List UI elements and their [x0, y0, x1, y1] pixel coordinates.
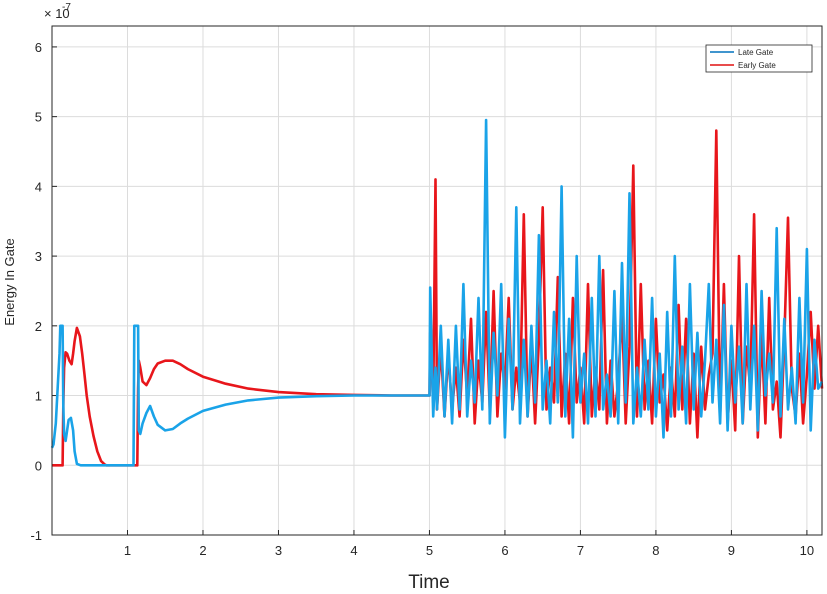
legend-label-early-gate: Early Gate — [738, 61, 776, 70]
x-tick-label: 10 — [800, 543, 814, 558]
y-tick-label: 3 — [35, 249, 42, 264]
legend-box — [705, 44, 813, 73]
y-tick-label: 0 — [35, 458, 42, 473]
y-tick-label: 6 — [35, 40, 42, 55]
x-tick-label: 8 — [652, 543, 659, 558]
x-tick-label: 7 — [577, 543, 584, 558]
y-tick-label: -1 — [30, 528, 42, 543]
y-tick-labels: -1 0 1 2 3 4 5 6 — [30, 40, 42, 543]
y-tick-label: 4 — [35, 179, 42, 194]
x-tick-label: 6 — [501, 543, 508, 558]
legend[interactable]: Late Gate Early Gate — [705, 44, 813, 73]
legend-label-late-gate: Late Gate — [738, 48, 774, 57]
x-tick-label: 3 — [275, 543, 282, 558]
x-axis-label: Time — [408, 572, 450, 593]
y-tick-label: 1 — [35, 389, 42, 404]
x-tick-labels: 1 2 3 4 5 6 7 8 9 10 — [124, 543, 814, 558]
y-axis-label: Energy In Gate — [2, 238, 17, 325]
plot-frame — [51, 25, 823, 536]
x-tick-label: 1 — [124, 543, 131, 558]
y-axis-exponent-base: × 10 — [44, 6, 70, 21]
y-tick-label: 2 — [35, 319, 42, 334]
x-tick-label: 2 — [199, 543, 206, 558]
x-tick-label: 4 — [350, 543, 357, 558]
series-layer — [50, 118, 824, 467]
y-axis-exponent-power: -7 — [62, 2, 71, 13]
x-tick-label: 9 — [728, 543, 735, 558]
series-line-late-gate — [50, 118, 824, 467]
x-tick-label: 5 — [426, 543, 433, 558]
y-tick-label: 5 — [35, 110, 42, 125]
